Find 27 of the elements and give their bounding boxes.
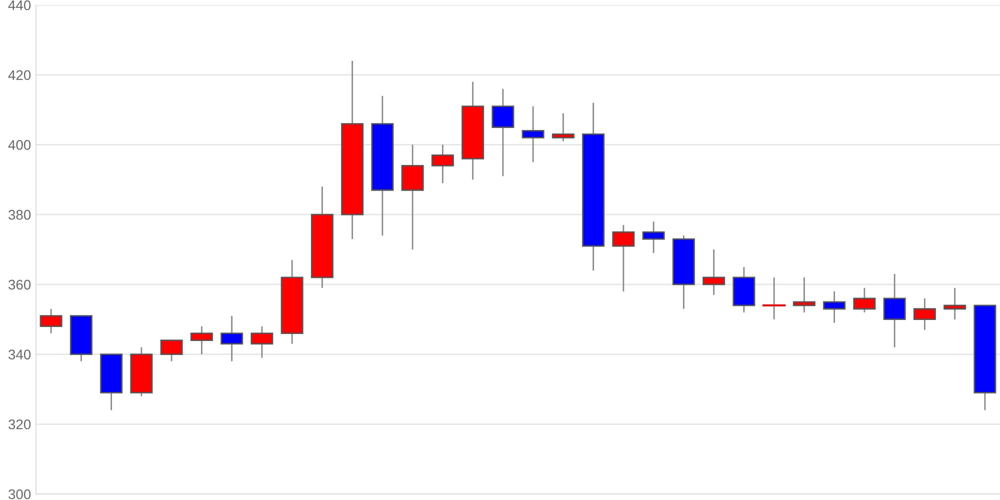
candlestick <box>492 88 514 177</box>
candlestick <box>220 315 244 362</box>
y-tick-label: 440 <box>8 0 31 10</box>
y-tick-label: 420 <box>8 70 31 80</box>
candlestick <box>702 248 726 296</box>
y-tick-label: 400 <box>8 140 31 150</box>
candlestick <box>250 326 274 358</box>
candlestick <box>762 276 786 320</box>
candlestick <box>160 340 183 362</box>
candlestick <box>883 273 906 348</box>
y-tick-label: 360 <box>8 280 31 290</box>
candlestick <box>522 106 544 163</box>
candlestick <box>792 276 816 314</box>
candlestick <box>612 224 635 292</box>
candlestick <box>40 308 62 334</box>
candlestick <box>190 326 213 355</box>
candlestick <box>552 112 574 142</box>
candlestick <box>431 144 454 184</box>
candlestick <box>642 220 665 254</box>
candlestick <box>853 287 876 314</box>
candlestick <box>944 287 966 320</box>
candlestick <box>823 290 846 324</box>
y-tick-label: 300 <box>8 489 31 500</box>
y-tick-label: 340 <box>8 350 31 360</box>
y-tick-label: 380 <box>8 210 31 220</box>
candlestick <box>913 298 936 331</box>
y-tick-label: 320 <box>8 419 31 430</box>
